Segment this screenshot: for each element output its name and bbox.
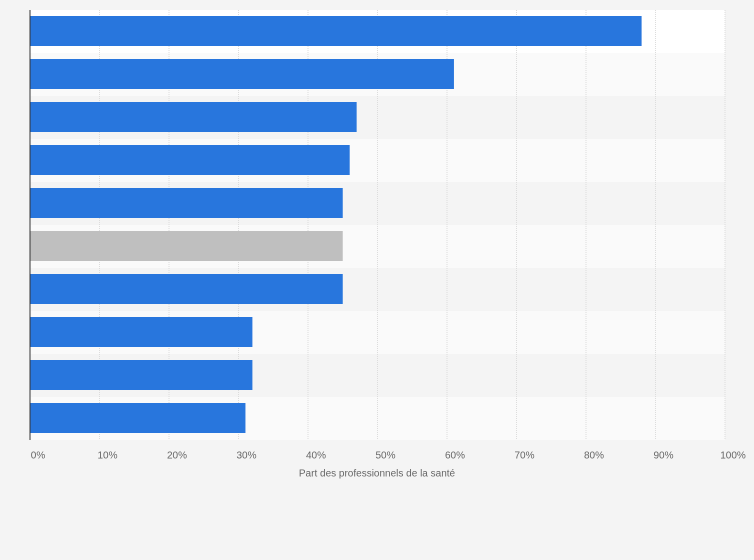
x-tick-label: 90% — [653, 451, 673, 462]
x-tick-label: 80% — [584, 451, 604, 462]
bar — [30, 16, 642, 46]
x-tick-label: 50% — [375, 451, 395, 462]
bar — [30, 145, 350, 175]
x-tick-label: 70% — [514, 451, 534, 462]
x-tick-label: 60% — [445, 451, 465, 462]
bar — [30, 403, 246, 433]
bar — [30, 188, 343, 218]
x-tick-label: 0% — [31, 451, 46, 462]
bar — [30, 274, 343, 304]
x-tick-label: 100% — [720, 451, 746, 462]
bar — [30, 102, 357, 132]
x-tick-label: 40% — [306, 451, 326, 462]
bar — [30, 231, 343, 261]
bar — [30, 59, 454, 89]
bar — [30, 360, 253, 390]
x-tick-label: 30% — [236, 451, 256, 462]
x-tick-label: 10% — [97, 451, 117, 462]
x-axis-title: Part des professionnels de la santé — [299, 469, 456, 480]
x-tick-label: 20% — [167, 451, 187, 462]
bar — [30, 317, 253, 347]
